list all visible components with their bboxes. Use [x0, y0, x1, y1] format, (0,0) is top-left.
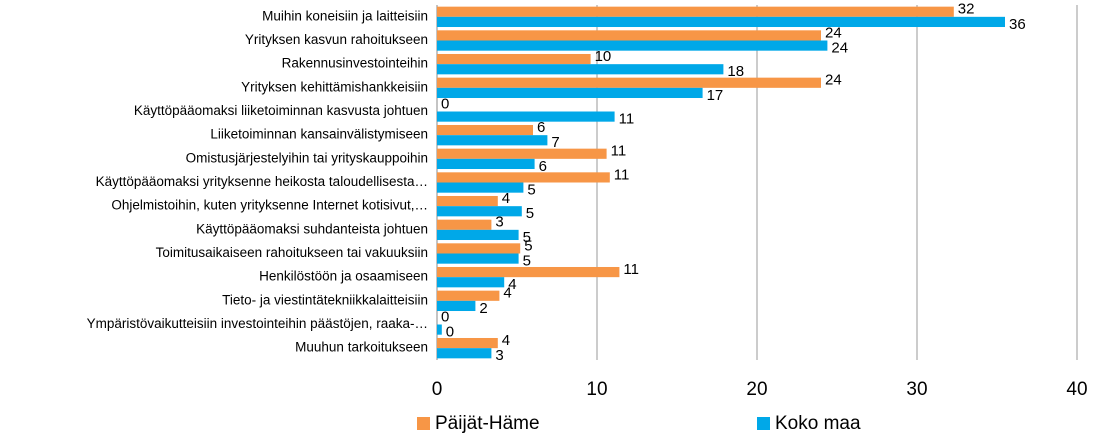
bar [437, 148, 607, 159]
y-tick-label: Rakennusinvestointeihin [282, 56, 428, 71]
bar [437, 219, 492, 230]
y-tick-label: Käyttöpääomaksi yrityksenne heikosta tal… [96, 174, 428, 189]
data-label: 17 [707, 87, 724, 104]
x-tick-label: 20 [746, 379, 767, 400]
bar [437, 277, 505, 288]
bar [437, 300, 476, 312]
x-tick-label: 10 [586, 379, 607, 400]
bar [437, 266, 620, 278]
bar [437, 111, 615, 122]
y-tick-label: Ympäristövaikutteisiin investointeihin p… [87, 316, 428, 331]
data-label: 11 [623, 261, 639, 278]
data-label: 11 [611, 143, 627, 160]
y-tick-label: Ohjelmistoihin, kuten yrityksenne Intern… [111, 198, 428, 213]
data-label: 18 [727, 63, 744, 80]
bar [437, 195, 498, 207]
x-tick-label: 0 [432, 379, 443, 400]
bar [437, 324, 442, 335]
data-label: 11 [619, 111, 635, 128]
y-tick-label: Muihin koneisiin ja laitteisiin [262, 8, 428, 23]
data-label: 5 [523, 229, 531, 246]
legend-label: Päijät-Häme [435, 413, 540, 434]
data-label: 5 [523, 253, 531, 270]
data-label: 0 [441, 95, 449, 112]
bar [437, 87, 703, 99]
data-label: 24 [825, 24, 842, 41]
data-label: 2 [479, 300, 487, 317]
bar [437, 6, 954, 17]
bar [437, 40, 828, 51]
bar [437, 172, 610, 183]
y-tick-label: Toimitusaikaiseen rahoitukseen tai vakuu… [156, 245, 428, 260]
bar [437, 348, 492, 359]
y-tick-label: Yrityksen kasvun rahoitukseen [245, 32, 428, 47]
data-label: 36 [1009, 16, 1026, 33]
data-label: 5 [524, 237, 532, 254]
data-label: 7 [551, 134, 559, 151]
data-label: 4 [503, 285, 511, 302]
data-label: 11 [614, 166, 630, 183]
bar [437, 30, 821, 41]
bar [437, 53, 591, 65]
legend-swatch [757, 417, 770, 430]
data-label: 24 [825, 72, 842, 89]
bar [437, 290, 500, 301]
data-label: 4 [508, 276, 516, 293]
y-tick-label: Käyttöpääomaksi liiketoiminnan kasvusta … [134, 103, 428, 118]
data-label: 6 [539, 158, 547, 175]
legend-swatch [417, 417, 430, 430]
data-label: 3 [495, 347, 503, 364]
y-tick-label: Tieto- ja viestintätekniikkalaitteisiin [222, 292, 428, 307]
data-label: 5 [527, 182, 535, 199]
data-label: 3 [495, 214, 503, 231]
data-label: 32 [958, 1, 975, 18]
data-label: 4 [502, 332, 510, 349]
data-label: 10 [595, 48, 612, 65]
x-tick-label: 40 [1066, 379, 1087, 400]
bar [437, 158, 535, 170]
data-label: 0 [446, 324, 454, 341]
bar [437, 77, 821, 88]
data-label: 0 [441, 308, 449, 325]
data-label: 5 [526, 205, 534, 222]
bar [437, 182, 524, 193]
bar [437, 135, 548, 146]
data-label: 6 [537, 119, 545, 136]
y-tick-label: Muuhun tarkoitukseen [295, 340, 428, 355]
bar [437, 243, 521, 254]
data-label: 4 [502, 190, 510, 207]
bar [437, 206, 522, 217]
x-tick-label: 30 [906, 379, 927, 400]
bar [437, 124, 533, 136]
y-tick-label: Yrityksen kehittämishankkeisiin [241, 79, 428, 94]
bar [437, 64, 724, 75]
bar [437, 229, 519, 241]
y-tick-label: Käyttöpääomaksi suhdanteista johtuen [196, 221, 428, 236]
bar [437, 16, 1005, 28]
data-label: 24 [831, 40, 848, 57]
y-tick-label: Omistusjärjestelyihin tai yrityskauppoih… [186, 150, 428, 165]
legend-label: Koko maa [775, 413, 861, 434]
bar [437, 253, 519, 264]
y-tick-label: Henkilöstöön ja osaamiseen [259, 269, 428, 284]
bar [437, 337, 498, 349]
y-tick-label: Liiketoiminnan kansainvälistymiseen [210, 127, 428, 142]
